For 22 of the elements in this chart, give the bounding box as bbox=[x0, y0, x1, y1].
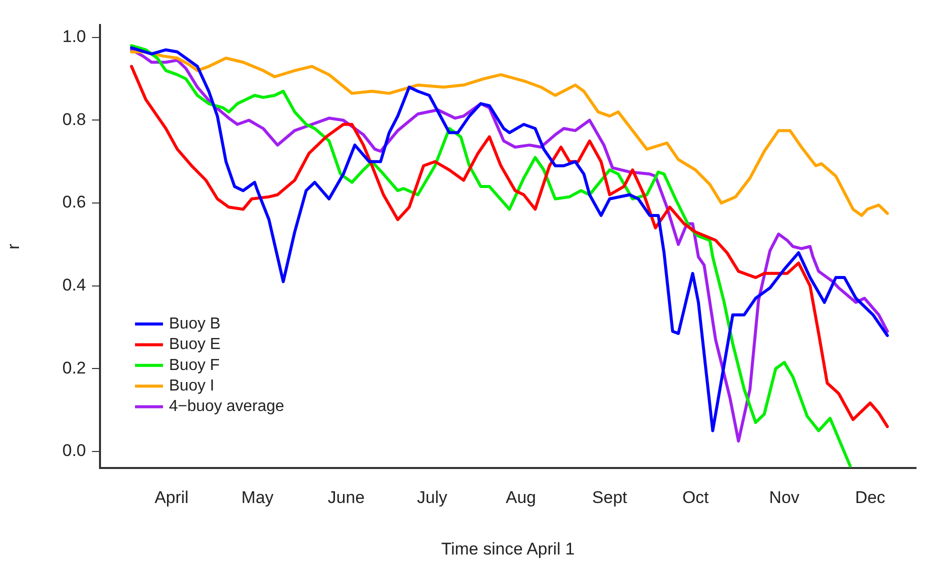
x-tick-label: Dec bbox=[855, 488, 886, 507]
x-tick-label: June bbox=[328, 488, 365, 507]
x-tick-label: May bbox=[241, 488, 274, 507]
x-tick-label: April bbox=[154, 488, 189, 507]
y-tick-label: 0.0 bbox=[62, 441, 86, 460]
y-tick-label: 0.8 bbox=[62, 110, 86, 129]
x-axis-title: Time since April 1 bbox=[441, 539, 575, 558]
y-tick-label: 0.6 bbox=[62, 192, 86, 212]
x-tick-label: Oct bbox=[682, 488, 710, 507]
y-tick-label: 1.0 bbox=[62, 27, 86, 46]
legend-label: 4−buoy average bbox=[169, 398, 284, 416]
legend-label: Buoy B bbox=[169, 315, 221, 332]
legend-label: Buoy E bbox=[169, 336, 221, 354]
y-tick-label: 0.2 bbox=[62, 358, 86, 378]
x-tick-label: Sept bbox=[592, 488, 628, 507]
legend-label: Buoy I bbox=[169, 378, 214, 395]
y-axis-title: r bbox=[4, 243, 23, 250]
x-tick-label: July bbox=[417, 488, 448, 507]
legend-label: Buoy F bbox=[169, 356, 220, 374]
x-tick-label: Aug bbox=[506, 488, 536, 507]
x-tick-label: Nov bbox=[769, 488, 800, 507]
y-tick-label: 0.4 bbox=[62, 276, 86, 295]
